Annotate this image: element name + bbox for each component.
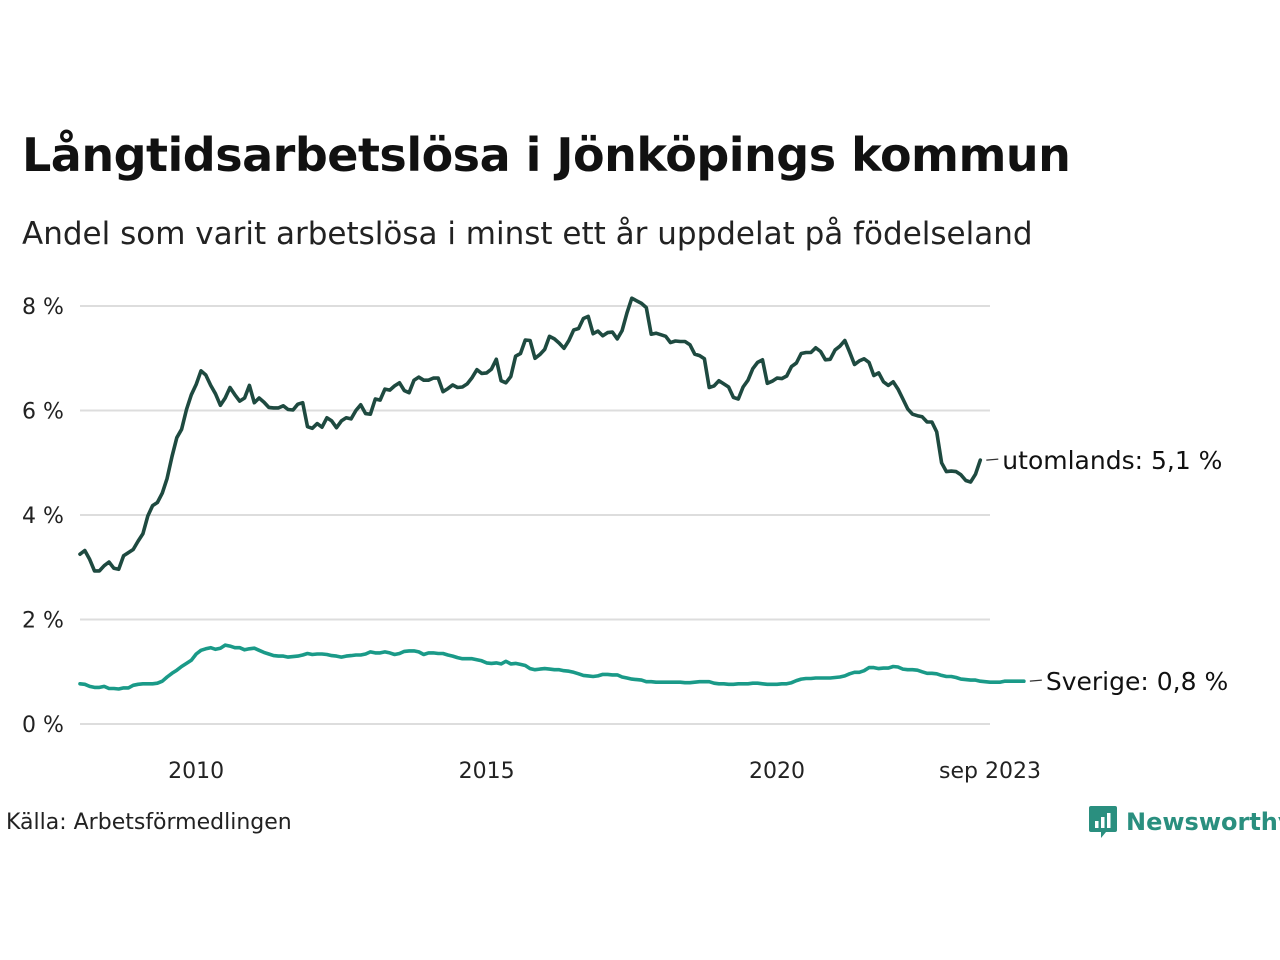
- series-line-sverige: [78, 643, 1026, 691]
- x-tick-label: 2020: [749, 759, 805, 784]
- chart-title: Långtidsarbetslösa i Jönköpings kommun: [22, 128, 1071, 182]
- end-label-leader: [986, 458, 999, 461]
- chart-subtitle: Andel som varit arbetslösa i minst ett å…: [22, 216, 1033, 252]
- grid-layer: [80, 305, 990, 725]
- newsworthy-logo-icon: [1089, 806, 1117, 838]
- brand-name: Newsworthy: [1126, 808, 1280, 836]
- source-note: Källa: Arbetsförmedlingen: [6, 810, 292, 835]
- y-tick-label: 4 %: [22, 504, 64, 529]
- series-lines: [78, 296, 1026, 691]
- y-tick-label: 0 %: [22, 713, 64, 738]
- series-end-labels: utomlands: 5,1 % Sverige: 0,8 %: [986, 446, 1228, 696]
- series-line-utomlands: [78, 296, 983, 573]
- x-tick-label: 2015: [459, 759, 515, 784]
- y-tick-label: 8 %: [22, 295, 64, 320]
- series-end-label: Sverige: 0,8 %: [1046, 667, 1228, 696]
- x-tick-label: sep 2023: [939, 759, 1041, 784]
- end-label-leader: [1029, 679, 1042, 682]
- y-tick-label: 2 %: [22, 609, 64, 634]
- y-axis-labels: 0 % 2 % 4 % 6 % 8 %: [22, 295, 64, 738]
- brand-logo: Newsworthy: [1088, 804, 1280, 840]
- x-tick-label: 2010: [168, 759, 224, 784]
- x-axis-labels: 2010 2015 2020 sep 2023: [168, 759, 1041, 784]
- y-tick-label: 6 %: [22, 400, 64, 425]
- series-end-label: utomlands: 5,1 %: [1002, 446, 1222, 475]
